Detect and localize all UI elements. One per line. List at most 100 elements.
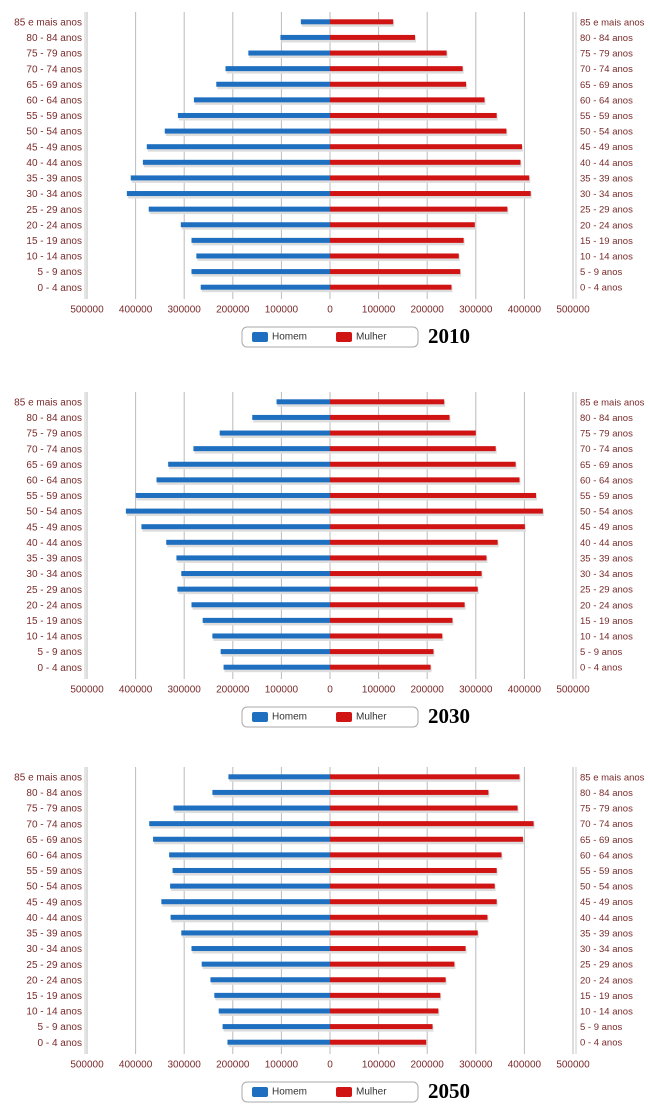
bar [330,555,487,561]
y-label-right: 85 e mais anos [580,772,645,783]
bar [330,1008,439,1014]
bar [330,128,507,134]
x-tick-label: 200000 [216,305,250,316]
bar [330,774,520,780]
y-label-left: 20 - 24 anos [26,220,82,231]
legend-label: Mulher [356,332,387,343]
bar [156,477,330,483]
y-label-left: 10 - 14 anos [26,252,82,263]
y-label-right: 25 - 29 anos [580,205,633,216]
bar [201,961,330,967]
bar [228,774,330,780]
y-label-right: 15 - 19 anos [580,616,633,627]
bar [330,649,434,655]
y-label-right: 5 - 9 anos [580,1022,622,1033]
bar [176,555,330,561]
y-label-right: 0 - 4 anos [580,663,622,674]
bar [218,1008,330,1014]
y-label-left: 15 - 19 anos [26,236,82,247]
y-label-left: 45 - 49 anos [26,897,82,908]
bar [172,867,330,873]
bar [166,539,330,545]
bar [180,222,330,228]
legend-box [241,706,419,728]
bar [330,586,478,592]
bar [170,883,330,889]
y-label-left: 15 - 19 anos [26,616,82,627]
y-label-right: 85 e mais anos [580,397,645,408]
y-label-left: 30 - 34 anos [26,569,82,580]
y-label-right: 10 - 14 anos [580,251,633,262]
bar [330,269,461,275]
y-label-left: 20 - 24 anos [26,600,82,611]
y-label-right: 20 - 24 anos [580,220,633,231]
y-label-left: 0 - 4 anos [38,1038,82,1049]
bar [330,461,516,467]
bar [330,508,543,514]
bar [191,602,330,608]
y-label-right: 25 - 29 anos [580,960,633,971]
y-label-right: 40 - 44 anos [580,538,633,549]
y-label-left: 60 - 64 anos [26,851,82,862]
y-label-right: 5 - 9 anos [580,647,622,658]
y-label-right: 10 - 14 anos [580,631,633,642]
y-label-left: 10 - 14 anos [26,1007,82,1018]
bar [330,789,489,795]
y-label-right: 70 - 74 anos [580,444,633,455]
y-label-left: 65 - 69 anos [26,80,82,91]
y-label-left: 85 e mais anos [14,772,82,783]
y-label-right: 50 - 54 anos [580,127,633,138]
bar [225,66,330,72]
y-label-left: 50 - 54 anos [26,507,82,518]
y-label-left: 85 e mais anos [14,17,82,28]
y-label-left: 35 - 39 anos [26,174,82,185]
bar [330,175,530,181]
y-label-right: 80 - 84 anos [580,413,633,424]
y-label-right: 45 - 49 anos [580,142,633,153]
year-label: 2050 [428,1079,470,1103]
y-label-left: 15 - 19 anos [26,991,82,1002]
y-label-right: 45 - 49 anos [580,522,633,533]
x-tick-label: 0 [327,1060,333,1071]
bar [330,977,446,983]
y-label-right: 10 - 14 anos [580,1006,633,1017]
x-tick-label: 500000 [556,685,590,696]
bar [330,867,497,873]
bar [181,571,330,577]
y-label-left: 0 - 4 anos [38,663,82,674]
y-label-left: 65 - 69 anos [26,835,82,846]
bar [214,992,330,998]
y-label-left: 30 - 34 anos [26,189,82,200]
bar [330,446,496,452]
y-label-left: 65 - 69 anos [26,460,82,471]
bar [212,789,330,795]
y-label-right: 75 - 79 anos [580,49,633,60]
y-label-left: 70 - 74 anos [26,819,82,830]
y-label-right: 50 - 54 anos [580,882,633,893]
x-tick-label: 100000 [362,305,396,316]
y-label-left: 0 - 4 anos [38,283,82,294]
y-label-right: 50 - 54 anos [580,507,633,518]
legend-swatch [336,712,352,722]
bar [181,930,330,936]
y-label-left: 20 - 24 anos [26,975,82,986]
x-tick-label: 400000 [119,685,153,696]
year-label: 2030 [428,704,470,728]
y-label-left: 50 - 54 anos [26,127,82,138]
bar [330,144,522,150]
y-label-left: 35 - 39 anos [26,929,82,940]
bar [252,414,330,420]
bar [330,477,520,483]
y-label-right: 40 - 44 anos [580,158,633,169]
x-tick-label: 100000 [265,685,299,696]
bar [173,805,330,811]
x-tick-label: 300000 [459,685,493,696]
bar [200,284,330,290]
y-label-right: 35 - 39 anos [580,553,633,564]
bar [330,430,476,436]
legend-label: Mulher [356,1087,387,1098]
bar [330,992,441,998]
legend-label: Homem [272,712,307,723]
y-label-left: 35 - 39 anos [26,554,82,565]
